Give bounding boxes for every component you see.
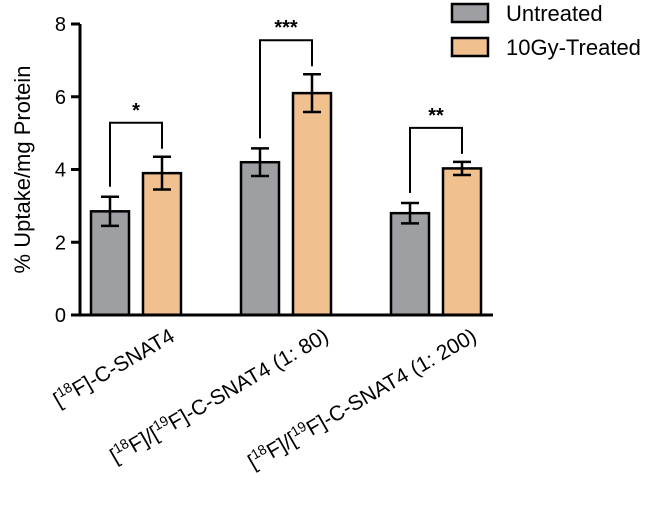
significance-label: ** (428, 105, 444, 127)
y-tick-label: 6 (55, 87, 66, 109)
x-axis: [18F]-C-SNAT4[18F]/[19F]-C-SNAT4 (1: 80)… (48, 313, 493, 474)
significance-label: *** (274, 17, 298, 39)
y-tick-label: 0 (55, 305, 66, 327)
legend-label: 10Gy-Treated (506, 35, 641, 60)
bar (291, 91, 333, 317)
y-tick-label: 4 (55, 160, 66, 182)
significance-label: * (132, 100, 140, 122)
legend: Untreated 10Gy-Treated (450, 1, 641, 60)
bar (141, 171, 183, 317)
category-label: [18F]-C-SNAT4 (48, 322, 179, 412)
legend-label: Untreated (506, 1, 603, 26)
significance-bracket (109, 121, 163, 187)
legend-swatch (450, 2, 490, 24)
bar (441, 167, 483, 317)
bar (389, 211, 431, 317)
significance-bracket (259, 39, 313, 139)
y-tick-label: 8 (55, 14, 66, 36)
significance-brackets: ****** (109, 17, 463, 193)
bars (89, 72, 483, 317)
y-axis: 0 2 4 6 8 (55, 14, 82, 327)
significance-bracket (409, 126, 463, 193)
legend-swatch (450, 36, 490, 58)
y-tick-label: 2 (55, 232, 66, 254)
y-axis-label: % Uptake/mg Protein (10, 66, 35, 274)
category-label: [18F]/[19F]-C-SNAT4 (1: 200) (243, 322, 481, 474)
bar (239, 160, 281, 317)
